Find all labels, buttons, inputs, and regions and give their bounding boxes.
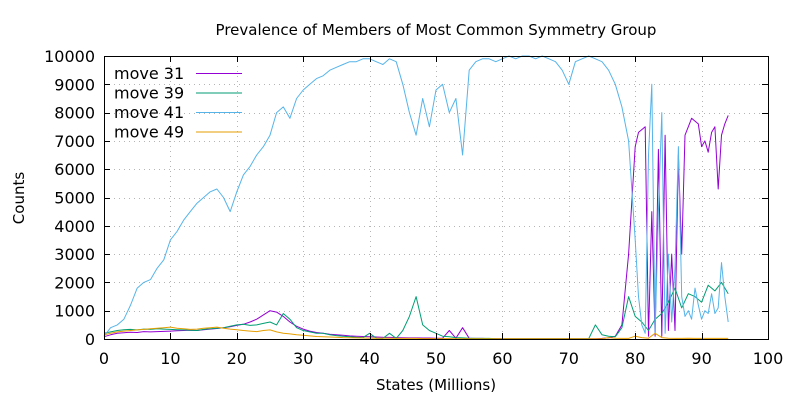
series-line-move-39 (103, 281, 729, 340)
axis-ticks (104, 56, 769, 340)
legend-label-move-41: move 41 (114, 103, 184, 122)
y-tick-label: 6000 (54, 160, 95, 179)
x-tick-label: 0 (99, 349, 109, 368)
y-tick-label: 0 (85, 330, 95, 349)
x-tick-label: 60 (492, 349, 512, 368)
x-tick-label: 70 (559, 349, 579, 368)
series-line-move-41 (103, 55, 729, 337)
y-tick-label: 5000 (54, 189, 95, 208)
y-tick-label: 1000 (54, 302, 95, 321)
y-tick-label: 3000 (54, 245, 95, 264)
y-tick-labels: 0 1000 2000 3000 4000 5000 6000 7000 8000 9000 100… (44, 47, 95, 349)
grid (104, 56, 768, 339)
y-tick-label: 9000 (54, 75, 95, 94)
y-tick-label: 10000 (44, 47, 95, 66)
x-tick-label: 50 (426, 349, 446, 368)
legend-label-move-49: move 49 (114, 123, 184, 142)
legend-label-move-39: move 39 (114, 84, 184, 103)
x-tick-label: 80 (625, 349, 645, 368)
series-lines (103, 55, 729, 340)
y-tick-label: 2000 (54, 273, 95, 292)
legend-label-move-31: move 31 (114, 64, 184, 83)
y-axis-label: Counts (10, 172, 28, 225)
x-tick-label: 20 (227, 349, 247, 368)
x-tick-labels: 0 10 20 30 40 50 60 70 80 90 100 (99, 349, 783, 368)
y-tick-label: 7000 (54, 132, 95, 151)
x-tick-label: 100 (753, 349, 784, 368)
y-tick-label: 8000 (54, 104, 95, 123)
chart-title: Prevalence of Members of Most Common Sym… (216, 21, 657, 39)
x-tick-label: 40 (359, 349, 379, 368)
series-line-move-49 (103, 326, 729, 340)
x-tick-label: 10 (160, 349, 180, 368)
x-tick-label: 90 (691, 349, 711, 368)
x-axis-label: States (Millions) (376, 376, 496, 394)
x-tick-label: 30 (293, 349, 313, 368)
y-tick-label: 4000 (54, 217, 95, 236)
